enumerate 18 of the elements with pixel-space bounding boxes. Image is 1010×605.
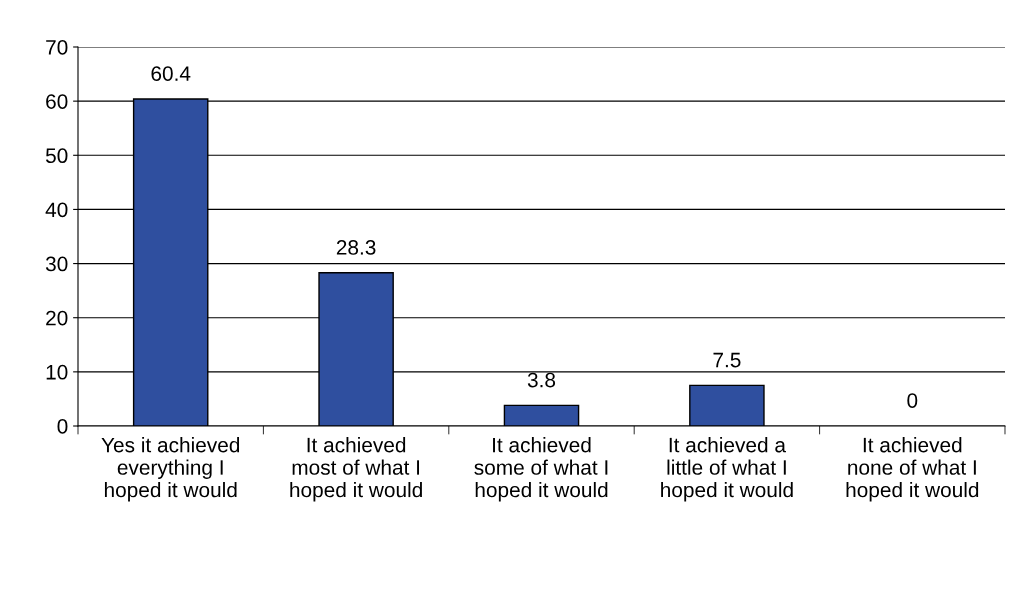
data-label: 0 <box>907 393 918 408</box>
data-label: 60.4 <box>151 66 191 81</box>
y-tick-label: 40 <box>45 202 68 218</box>
y-tick-label: 30 <box>45 256 68 272</box>
y-tick-label: 50 <box>45 148 68 164</box>
data-label: 28.3 <box>336 240 376 255</box>
y-tick-label: 20 <box>46 310 68 326</box>
data-label: 7.5 <box>713 352 741 368</box>
y-tick-label: 70 <box>46 40 68 55</box>
y-tick-label: 10 <box>46 364 68 380</box>
data-label: 3.8 <box>527 372 556 388</box>
x-tick-label: It achieved none of what I hoped it would <box>846 437 979 502</box>
x-tick-label: It achieved some of what I hoped it would <box>474 437 608 502</box>
x-tick-label: Yes it achieved everything I hoped it would <box>101 437 240 502</box>
y-tick-label: 60 <box>46 94 68 109</box>
x-tick-label: It achieved most of what I hoped it would <box>290 437 422 502</box>
y-tick-label: 0 <box>57 419 68 434</box>
x-tick-label: It achieved a little of what I hoped it would <box>661 437 793 502</box>
